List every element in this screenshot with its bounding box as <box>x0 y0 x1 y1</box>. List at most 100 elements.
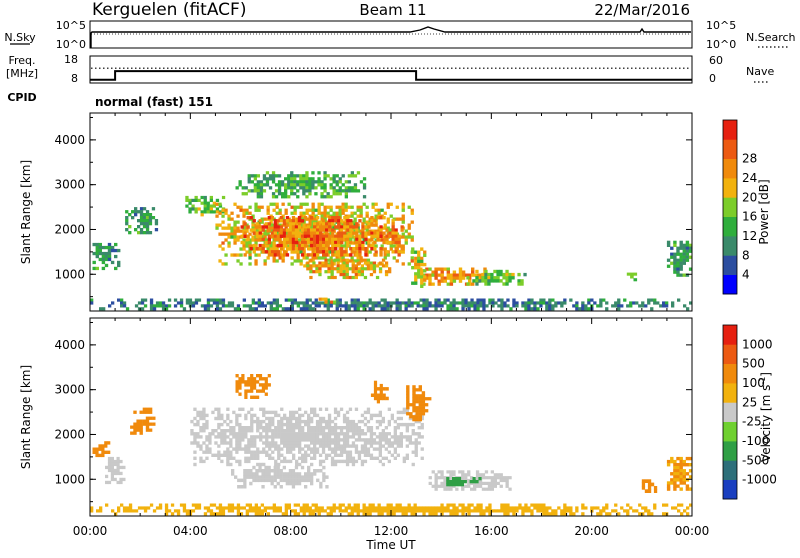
power-echo-cell <box>259 186 264 190</box>
velocity-echo-cell <box>345 444 350 448</box>
velocity-echo-cell <box>250 395 254 399</box>
velocity-echo-cell <box>283 441 287 445</box>
power-echo-cell <box>365 205 369 209</box>
power-echo-cell <box>590 298 594 302</box>
power-echo-cell <box>334 219 338 223</box>
velocity-echo-cell <box>277 435 281 439</box>
velocity-echo-cell <box>311 509 315 513</box>
velocity-echo-cell <box>271 419 275 424</box>
velocity-echo-cell <box>282 475 286 479</box>
velocity-colorbar-swatch <box>723 421 737 442</box>
power-echo-cell <box>191 207 195 211</box>
velocity-echo-cell <box>360 459 365 464</box>
power-echo-cell <box>331 240 335 245</box>
velocity-echo-cell <box>688 456 693 461</box>
power-echo-cell <box>614 304 618 308</box>
velocity-echo-cell <box>457 477 462 481</box>
velocity-echo-cell <box>247 377 251 381</box>
power-echo-cell <box>666 258 671 262</box>
power-echo-cell <box>630 275 634 279</box>
velocity-echo-cell <box>217 426 221 430</box>
velocity-echo-cell <box>378 459 382 464</box>
power-echo-cell <box>294 234 299 238</box>
velocity-echo-cell <box>446 487 450 491</box>
velocity-echo-cell <box>315 432 320 436</box>
velocity-echo-cell <box>313 453 317 457</box>
velocity-echo-cell <box>327 419 332 424</box>
power-echo-cell <box>318 297 322 301</box>
power-echo-cell <box>455 301 459 305</box>
velocity-echo-cell <box>241 435 245 439</box>
power-echo-cell <box>423 262 427 267</box>
power-echo-cell <box>623 298 627 302</box>
power-echo-cell <box>345 273 349 277</box>
power-echo-cell <box>605 301 609 305</box>
velocity-echo-cell <box>254 512 258 516</box>
power-echo-cell <box>407 304 411 308</box>
velocity-echo-cell <box>327 453 332 457</box>
velocity-echo-cell <box>236 512 241 516</box>
velocity-echo-cell <box>235 374 239 378</box>
velocity-echo-cell <box>360 450 365 454</box>
power-echo-cell <box>449 279 454 283</box>
velocity-colorbar-tick: 100 <box>742 376 765 390</box>
power-echo-cell <box>233 226 237 230</box>
power-echo-cell <box>487 282 491 286</box>
power-echo-cell <box>425 267 429 271</box>
power-echo-cell <box>440 270 444 274</box>
velocity-echo-cell <box>313 441 317 445</box>
power-echo-cell <box>527 307 531 311</box>
power-echo-cell <box>367 240 371 245</box>
velocity-echo-cell <box>381 456 385 460</box>
power-echo-cell <box>539 298 543 302</box>
power-echo-cell <box>227 223 231 227</box>
power-echo-cell <box>137 301 142 305</box>
velocity-echo-cell <box>368 512 372 516</box>
power-echo-cell <box>420 284 424 288</box>
power-echo-cell <box>303 264 307 268</box>
power-echo-cell <box>491 304 495 308</box>
power-echo-cell <box>185 198 189 202</box>
power-echo-cell <box>282 237 287 242</box>
power-echo-cell <box>272 241 276 245</box>
velocity-echo-cell <box>199 447 203 451</box>
velocity-echo-cell <box>214 407 218 411</box>
power-echo-cell <box>302 186 306 190</box>
power-echo-cell <box>311 208 315 212</box>
velocity-echo-cell <box>351 419 356 424</box>
power-echo-cell <box>313 222 317 226</box>
power-echo-cell <box>365 229 369 233</box>
velocity-echo-cell <box>259 419 263 424</box>
power-echo-cell <box>647 298 651 302</box>
power-echo-cell <box>380 298 384 302</box>
x-tick-label: 00:00 <box>675 524 710 538</box>
velocity-echo-cell <box>119 471 123 476</box>
velocity-echo-cell <box>256 416 260 421</box>
power-echo-cell <box>599 298 603 302</box>
velocity-echo-cell <box>437 506 441 510</box>
power-echo-cell <box>400 225 404 229</box>
power-colorbar-swatch <box>723 158 737 179</box>
power-echo-cell <box>257 298 261 302</box>
velocity-echo-cell <box>250 413 254 418</box>
velocity-echo-cell <box>366 429 371 433</box>
power-echo-cell <box>131 210 135 214</box>
power-echo-cell <box>323 174 327 178</box>
power-echo-cell <box>296 241 300 245</box>
velocity-echo-cell <box>304 444 308 448</box>
velocity-colorbar-tick: 25 <box>742 395 757 409</box>
velocity-echo-cell <box>440 470 444 474</box>
nave-right-label: Nave <box>746 65 774 78</box>
velocity-echo-cell <box>238 422 242 427</box>
velocity-echo-cell <box>238 441 242 445</box>
power-echo-cell <box>266 301 270 305</box>
velocity-echo-cell <box>278 506 282 510</box>
power-colorbar-tick: 24 <box>742 171 757 185</box>
velocity-echo-cell <box>250 419 254 424</box>
velocity-echo-cell <box>310 416 314 421</box>
power-echo-cell <box>344 189 348 193</box>
velocity-echo-cell <box>259 450 263 454</box>
power-echo-cell <box>139 210 144 214</box>
velocity-echo-cell <box>647 479 652 483</box>
power-echo-cell <box>407 262 411 266</box>
